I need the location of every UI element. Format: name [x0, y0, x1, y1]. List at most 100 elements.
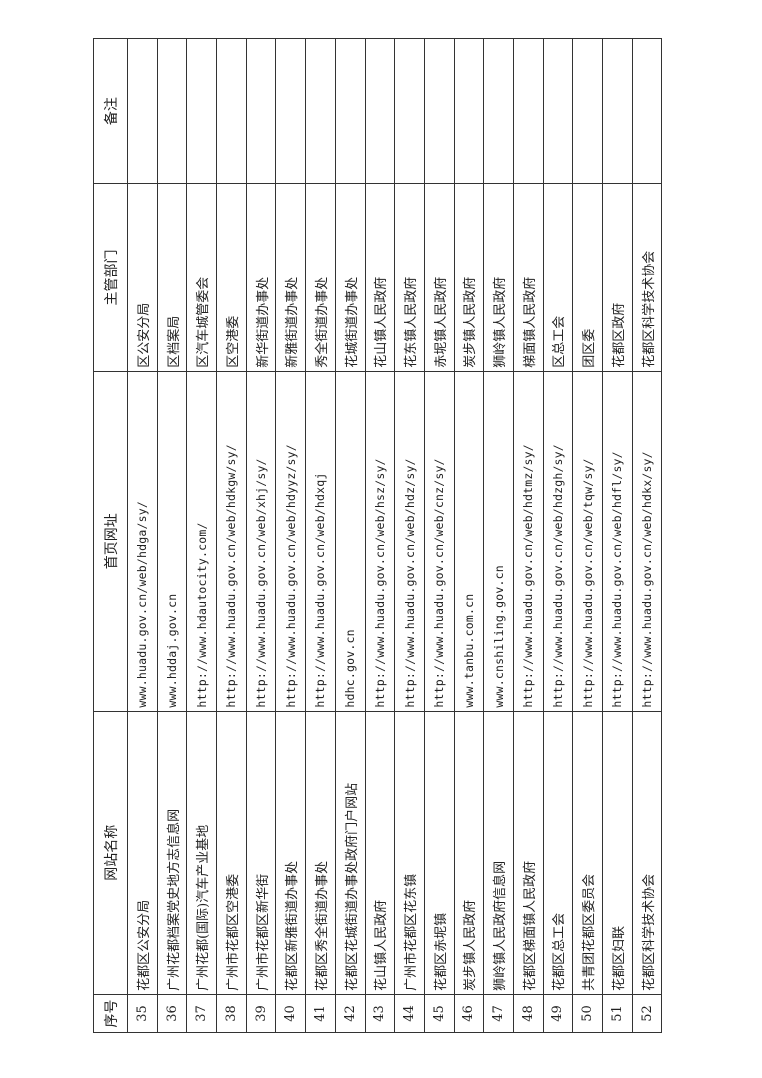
cell-name: 广州市花都区新华街 — [246, 711, 276, 995]
cell-dept: 秀全街道办事处 — [305, 183, 336, 372]
cell-no: 49 — [543, 994, 573, 1033]
cell-remark — [513, 38, 544, 184]
cell-name: 花都区秀全街道办事处 — [305, 711, 336, 995]
cell-no: 39 — [246, 994, 276, 1033]
table-row: 43 花山镇人民政府 http://www.huadu.gov.cn/web/hsz… — [365, 38, 395, 1033]
cell-no: 45 — [424, 994, 455, 1033]
table-row: 44 广州市花都区花东镇 http://www.huadu.gov.cn/web/h… — [394, 38, 425, 1033]
cell-dept: 花山镇人民政府 — [365, 183, 395, 372]
cell-url: http://www.huadu.gov.cn/web/tqw/sy/ — [572, 371, 603, 712]
cell-remark — [543, 38, 573, 184]
cell-dept: 新华街道办事处 — [246, 183, 276, 372]
cell-url: http://www.huadu.gov.cn/web/hdkgw/sy/ — [216, 371, 247, 712]
cell-no: 46 — [454, 994, 484, 1033]
cell-name: 广州市花都区空港委 — [216, 711, 247, 995]
cell-dept: 花城街道办事处 — [335, 183, 365, 372]
cell-dept: 梯面镇人民政府 — [513, 183, 544, 372]
cell-no: 40 — [275, 994, 306, 1033]
cell-remark — [127, 38, 158, 184]
cell-dept: 新雅街道办事处 — [275, 183, 306, 372]
cell-no: 36 — [157, 994, 187, 1033]
cell-name: 广州花都(国际)汽车产业基地 — [186, 711, 217, 995]
cell-name: 花都区妇联 — [602, 711, 633, 995]
table-row: 42 花都区花城街道办事处政府门户网站 hdhc.gov.cn 花城街道办事处 — [335, 38, 365, 1033]
cell-no: 37 — [186, 994, 217, 1033]
cell-url: http://www.huadu.gov.cn/web/hdxqj — [305, 371, 336, 712]
cell-dept: 团区委 — [572, 183, 603, 372]
header-dept: 主管部门 — [93, 183, 128, 372]
table-row: 38 广州市花都区空港委 http://www.huadu.gov.cn/web/h… — [216, 38, 247, 1033]
header-remark: 备注 — [93, 38, 128, 184]
table-row: 45 花都区赤坭镇 http://www.huadu.gov.cn/web/cnz/… — [424, 38, 455, 1033]
table-row: 37 广州花都(国际)汽车产业基地 http://www.hdautocity.co… — [186, 38, 217, 1033]
cell-remark — [483, 38, 514, 184]
cell-dept: 花都区科学技术协会 — [632, 183, 662, 372]
cell-remark — [454, 38, 484, 184]
cell-remark — [157, 38, 187, 184]
table-row: 50 共青团花都区委员会 http://www.huadu.gov.cn/web/t… — [572, 38, 603, 1033]
table-row: 40 花都区新雅街道办事处 http://www.huadu.gov.cn/web/… — [275, 38, 306, 1033]
cell-url: www.huadu.gov.cn/web/hdga/sy/ — [127, 371, 158, 712]
cell-dept: 赤坭镇人民政府 — [424, 183, 455, 372]
cell-remark — [365, 38, 395, 184]
cell-remark — [246, 38, 276, 184]
cell-remark — [394, 38, 425, 184]
cell-remark — [424, 38, 455, 184]
cell-url: http://www.huadu.gov.cn/web/hdz/sy/ — [394, 371, 425, 712]
cell-dept: 狮岭镇人民政府 — [483, 183, 514, 372]
cell-name: 广州市花都区花东镇 — [394, 711, 425, 995]
cell-no: 50 — [572, 994, 603, 1033]
cell-name: 花都区新雅街道办事处 — [275, 711, 306, 995]
cell-name: 花都区花城街道办事处政府门户网站 — [335, 711, 365, 995]
cell-no: 42 — [335, 994, 365, 1033]
cell-no: 48 — [513, 994, 544, 1033]
cell-remark — [335, 38, 365, 184]
cell-dept: 区空港委 — [216, 183, 247, 372]
cell-url: http://www.huadu.gov.cn/web/hdtmz/sy/ — [513, 371, 544, 712]
cell-no: 38 — [216, 994, 247, 1033]
cell-no: 35 — [127, 994, 158, 1033]
table-row: 48 花都区梯面镇人民政府 http://www.huadu.gov.cn/web/… — [513, 38, 544, 1033]
header-row: 序号 网站名称 首页网址 主管部门 备注 — [93, 38, 128, 1033]
cell-dept: 花都区政府 — [602, 183, 633, 372]
cell-no: 52 — [632, 994, 662, 1033]
header-url: 首页网址 — [93, 371, 128, 712]
cell-remark — [275, 38, 306, 184]
table-row: 51 花都区妇联 http://www.huadu.gov.cn/web/hdfl/… — [602, 38, 633, 1033]
cell-no: 43 — [365, 994, 395, 1033]
cell-name: 花都区赤坭镇 — [424, 711, 455, 995]
cell-name: 花都区公安分局 — [127, 711, 158, 995]
table-row: 52 花都区科学技术协会 http://www.huadu.gov.cn/web/h… — [632, 38, 662, 1033]
cell-name: 花都区梯面镇人民政府 — [513, 711, 544, 995]
cell-url: www.cnshiling.gov.cn — [483, 371, 514, 712]
cell-name: 花山镇人民政府 — [365, 711, 395, 995]
cell-url: http://www.huadu.gov.cn/web/hsz/sy/ — [365, 371, 395, 712]
cell-remark — [572, 38, 603, 184]
cell-name: 花都区总工会 — [543, 711, 573, 995]
cell-url: http://www.hdautocity.com/ — [186, 371, 217, 712]
cell-remark — [602, 38, 633, 184]
cell-name: 炭步镇人民政府 — [454, 711, 484, 995]
cell-url: http://www.huadu.gov.cn/web/cnz/sy/ — [424, 371, 455, 712]
cell-url: hdhc.gov.cn — [335, 371, 365, 712]
cell-url: http://www.huadu.gov.cn/web/hdfl/sy/ — [602, 371, 633, 712]
cell-url: http://www.huadu.gov.cn/web/hdkx/sy/ — [632, 371, 662, 712]
cell-name: 狮岭镇人民政府信息网 — [483, 711, 514, 995]
cell-remark — [305, 38, 336, 184]
table-row: 46 炭步镇人民政府 www.tanbu.com.cn 炭步镇人民政府 — [454, 38, 484, 1033]
cell-dept: 炭步镇人民政府 — [454, 183, 484, 372]
cell-url: http://www.huadu.gov.cn/web/xhj/sy/ — [246, 371, 276, 712]
cell-no: 41 — [305, 994, 336, 1033]
website-table: 序号 网站名称 首页网址 主管部门 备注 35 花都区公安分局 www.huadu.… — [93, 38, 662, 1033]
table-row: 49 花都区总工会 http://www.huadu.gov.cn/web/hdzg… — [543, 38, 573, 1033]
cell-remark — [632, 38, 662, 184]
table-row: 36 广州花都档案党史地方志信息网 www.hddaj.gov.cn 区档案局 — [157, 38, 187, 1033]
table-row: 39 广州市花都区新华街 http://www.huadu.gov.cn/web/x… — [246, 38, 276, 1033]
cell-dept: 区总工会 — [543, 183, 573, 372]
header-name: 网站名称 — [93, 711, 128, 995]
cell-no: 51 — [602, 994, 633, 1033]
table-row: 35 花都区公安分局 www.huadu.gov.cn/web/hdga/sy/区公… — [127, 38, 158, 1033]
cell-dept: 区档案局 — [157, 183, 187, 372]
cell-dept: 区公安分局 — [127, 183, 158, 372]
cell-url: http://www.huadu.gov.cn/web/hdzgh/sy/ — [543, 371, 573, 712]
